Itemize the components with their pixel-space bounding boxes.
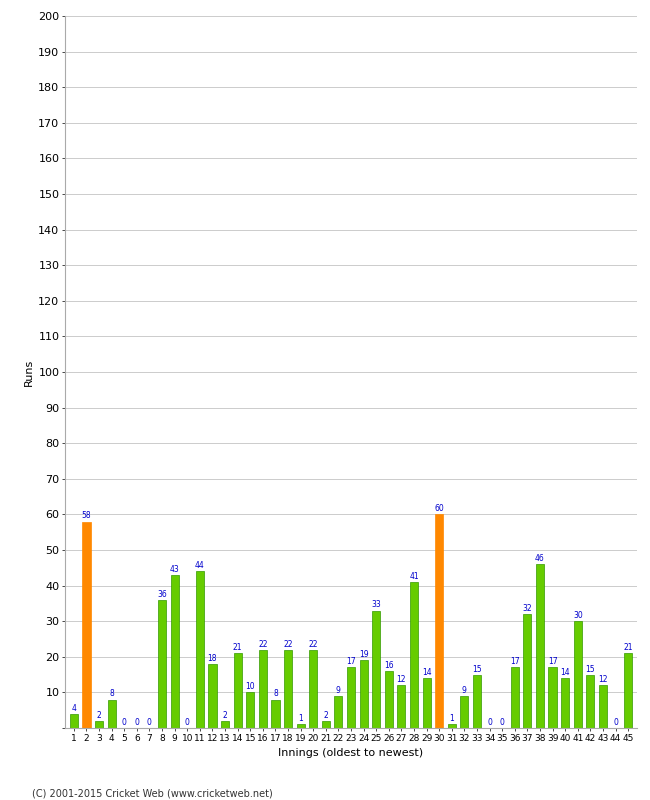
- Text: 21: 21: [233, 643, 242, 652]
- Bar: [83, 522, 90, 728]
- Text: 2: 2: [324, 711, 328, 720]
- Text: 30: 30: [573, 611, 582, 620]
- Text: 21: 21: [623, 643, 633, 652]
- Text: 0: 0: [135, 718, 139, 727]
- Bar: [309, 650, 317, 728]
- Bar: [259, 650, 267, 728]
- Bar: [170, 575, 179, 728]
- Text: 12: 12: [598, 675, 608, 684]
- Text: 43: 43: [170, 565, 179, 574]
- Text: 0: 0: [487, 718, 492, 727]
- Text: 15: 15: [472, 665, 482, 674]
- Bar: [435, 514, 443, 728]
- Text: 4: 4: [72, 704, 76, 713]
- Bar: [334, 696, 343, 728]
- Text: 2: 2: [223, 711, 227, 720]
- Text: 17: 17: [548, 658, 558, 666]
- Text: 32: 32: [523, 604, 532, 613]
- Text: 8: 8: [273, 690, 278, 698]
- Bar: [536, 564, 544, 728]
- Bar: [410, 582, 418, 728]
- Text: 41: 41: [410, 572, 419, 581]
- Bar: [70, 714, 78, 728]
- Text: 10: 10: [246, 682, 255, 691]
- Text: 17: 17: [346, 658, 356, 666]
- Text: 33: 33: [371, 601, 381, 610]
- Bar: [511, 667, 519, 728]
- Bar: [221, 721, 229, 728]
- Text: 15: 15: [586, 665, 595, 674]
- Text: 2: 2: [97, 711, 101, 720]
- Bar: [359, 660, 368, 728]
- X-axis label: Innings (oldest to newest): Innings (oldest to newest): [278, 748, 424, 758]
- Bar: [599, 686, 607, 728]
- Text: 60: 60: [434, 504, 444, 514]
- Text: 9: 9: [336, 686, 341, 695]
- Bar: [296, 725, 305, 728]
- Text: 8: 8: [109, 690, 114, 698]
- Text: 22: 22: [309, 640, 318, 649]
- Text: 12: 12: [396, 675, 406, 684]
- Bar: [95, 721, 103, 728]
- Text: 22: 22: [283, 640, 292, 649]
- Bar: [385, 671, 393, 728]
- Text: 14: 14: [560, 668, 570, 677]
- Bar: [624, 654, 632, 728]
- Bar: [574, 622, 582, 728]
- Bar: [158, 600, 166, 728]
- Bar: [397, 686, 406, 728]
- Text: 0: 0: [147, 718, 152, 727]
- Text: 18: 18: [207, 654, 217, 663]
- Bar: [523, 614, 532, 728]
- Text: 36: 36: [157, 590, 167, 598]
- Text: 19: 19: [359, 650, 369, 659]
- Text: 0: 0: [613, 718, 618, 727]
- Bar: [322, 721, 330, 728]
- Bar: [271, 699, 280, 728]
- Bar: [460, 696, 469, 728]
- Bar: [284, 650, 292, 728]
- Bar: [473, 674, 481, 728]
- Bar: [246, 693, 254, 728]
- Text: 14: 14: [422, 668, 432, 677]
- Text: 9: 9: [462, 686, 467, 695]
- Text: 0: 0: [122, 718, 127, 727]
- Text: 1: 1: [298, 714, 303, 723]
- Text: 0: 0: [500, 718, 504, 727]
- Text: 16: 16: [384, 661, 394, 670]
- Bar: [196, 571, 204, 728]
- Y-axis label: Runs: Runs: [24, 358, 34, 386]
- Text: 46: 46: [535, 554, 545, 563]
- Text: 1: 1: [449, 714, 454, 723]
- Bar: [372, 610, 380, 728]
- Bar: [561, 678, 569, 728]
- Bar: [208, 664, 216, 728]
- Bar: [347, 667, 355, 728]
- Bar: [586, 674, 595, 728]
- Text: 44: 44: [195, 562, 205, 570]
- Bar: [422, 678, 431, 728]
- Bar: [233, 654, 242, 728]
- Text: 0: 0: [185, 718, 190, 727]
- Bar: [448, 725, 456, 728]
- Text: 22: 22: [258, 640, 268, 649]
- Text: 58: 58: [82, 511, 91, 521]
- Text: (C) 2001-2015 Cricket Web (www.cricketweb.net): (C) 2001-2015 Cricket Web (www.cricketwe…: [32, 788, 273, 798]
- Bar: [549, 667, 556, 728]
- Bar: [107, 699, 116, 728]
- Text: 17: 17: [510, 658, 519, 666]
